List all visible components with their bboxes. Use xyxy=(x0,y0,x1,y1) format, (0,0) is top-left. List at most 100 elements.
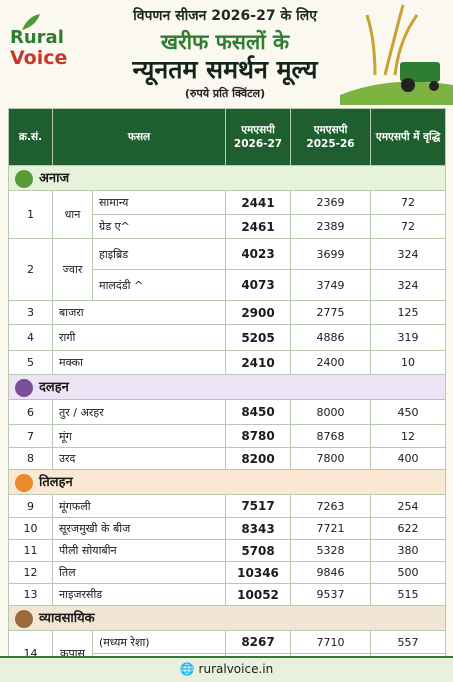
serial-cell: 10 xyxy=(8,517,53,540)
data-row: 1धानसामान्य24412369723.04 xyxy=(8,190,447,239)
section-name: अनाज xyxy=(39,171,70,187)
footer: 🌐 ruralvoice.in xyxy=(0,656,453,682)
section-icon xyxy=(15,169,33,188)
section-row: तिलहन xyxy=(7,469,447,495)
header-text: एमएसपी में वृद्धि xyxy=(375,131,441,143)
variety-cell: हाइब्रिड xyxy=(91,238,227,270)
serial-cell: 4 xyxy=(8,324,53,351)
value-cell: 515 xyxy=(370,583,447,606)
value-cell: 324 xyxy=(370,269,447,301)
section-name: दलहन xyxy=(39,380,69,396)
data-row: 11पीली सोयाबीन570853283807.13 xyxy=(8,539,447,562)
field xyxy=(340,81,453,105)
value-cell: 3699 xyxy=(290,238,372,270)
serial-cell: 8 xyxy=(8,447,53,470)
header-art xyxy=(22,4,453,105)
section-icon xyxy=(15,609,33,628)
value-cell: 2900 xyxy=(225,300,292,325)
data-row: ग्रेड ए^24612389723.01 xyxy=(9,214,447,239)
variety-cell: (मध्यम रेशा) xyxy=(91,630,227,654)
value-cell: 8200 xyxy=(225,447,292,470)
data-row: 4रागी520548863196.53 xyxy=(8,324,447,351)
header-text: 2025-26 xyxy=(306,138,355,150)
serial-cell: 11 xyxy=(8,539,53,562)
data-row: 6तुर / अरहर845080004505.63 xyxy=(8,399,447,425)
data-row: 10सूरजमुखी के बीज834377216228.06 xyxy=(8,517,447,540)
section-cell: दलहन xyxy=(7,374,447,400)
crop-cell: धान xyxy=(52,190,93,239)
value-cell: 9537 xyxy=(290,583,372,606)
data-row: 13नाइजरसीड1005295375155.40 xyxy=(8,583,447,606)
value-cell: 8450 xyxy=(225,399,292,425)
value-cell: 8343 xyxy=(225,517,292,540)
serial-cell: 1 xyxy=(8,190,53,239)
value-cell: 7263 xyxy=(290,494,372,518)
value-cell: 2461 xyxy=(225,214,292,239)
value-cell: 8780 xyxy=(225,424,292,448)
value-cell: 5205 xyxy=(225,324,292,351)
value-cell: 557 xyxy=(370,630,447,654)
title: न्यूनतम समर्थन मूल्य xyxy=(132,55,318,84)
header: Rural Voice विपणन सीजन 2026-27 के लिए खर… xyxy=(0,0,453,106)
column-header: एमएसपी 2025-26 xyxy=(290,108,372,166)
crop-cell: मक्का xyxy=(51,350,227,375)
value-cell: 2369 xyxy=(290,190,372,215)
header-text: एमएसपी xyxy=(313,124,348,136)
value-cell: 10052 xyxy=(225,583,292,606)
section-cell: तिलहन xyxy=(7,469,447,495)
value-cell: 8267 xyxy=(225,630,292,654)
value-cell: 400 xyxy=(370,447,447,470)
value-cell: 7710 xyxy=(290,630,372,654)
column-header: क्र.सं. xyxy=(8,108,53,166)
value-cell: 254 xyxy=(370,494,447,518)
value-cell: 380 xyxy=(370,539,447,562)
title-line: खरीफ फसलों के xyxy=(160,30,290,54)
section-name: व्यावसायिक xyxy=(39,611,95,627)
section-row: अनाज xyxy=(7,165,447,191)
value-cell: 125 xyxy=(370,300,447,325)
value-cell: 4886 xyxy=(290,324,372,351)
data-row: 12तिल1034698465005.08 xyxy=(8,561,447,584)
tractor-wheel xyxy=(401,78,415,92)
value-cell: 4023 xyxy=(225,238,292,270)
value-cell: 72 xyxy=(370,214,447,239)
crop-cell: मूंग xyxy=(51,424,227,448)
data-row: 2ज्वारहाइब्रिड402336993248.76 xyxy=(8,238,447,301)
crop-cell: तुर / अरहर xyxy=(51,399,227,425)
serial-cell: 5 xyxy=(8,350,53,375)
value-cell: 4073 xyxy=(225,269,292,301)
crop-cell: रागी xyxy=(51,324,227,351)
crop-cell: बाजरा xyxy=(51,300,227,325)
column-header: एमएसपी 2026-27 xyxy=(225,108,292,166)
leaf-icon xyxy=(22,14,40,30)
logo-text: Voice xyxy=(10,47,68,69)
serial-cell: 2 xyxy=(8,238,53,301)
data-row: 7मूंग87808768120.14 xyxy=(8,424,447,448)
section-cell: व्यावसायिक xyxy=(7,605,447,631)
section-icon xyxy=(15,473,33,492)
header-text: क्र.सं. xyxy=(18,131,43,143)
data-row: 9मूंगफली751772632543.50 xyxy=(8,494,447,518)
value-cell: 2400 xyxy=(290,350,372,375)
crop-cell: मूंगफली xyxy=(51,494,227,518)
value-cell: 3749 xyxy=(290,269,372,301)
column-header: एमएसपी में वृद्धि xyxy=(370,108,447,166)
msp-table: क्र.सं. फसल एमएसपी 2026-27 एमएसपी 2025-26 एमएस… xyxy=(7,108,447,677)
crop-cell: ज्वार xyxy=(52,238,93,301)
serial-cell: 3 xyxy=(8,300,53,325)
data-row: 5मक्का24102400100.42 xyxy=(8,350,447,375)
logo: Rural Voice xyxy=(10,27,68,69)
crop-cell: सूरजमुखी के बीज xyxy=(51,517,227,540)
serial-cell: 13 xyxy=(8,583,53,606)
value-cell: 10346 xyxy=(225,561,292,584)
value-cell: 8768 xyxy=(290,424,372,448)
section-row: व्यावसायिक xyxy=(7,605,447,631)
website: ruralvoice.in xyxy=(198,662,274,676)
value-cell: 10 xyxy=(370,350,447,375)
value-cell: 450 xyxy=(370,399,447,425)
logo-text: Rural xyxy=(10,27,64,48)
value-cell: 622 xyxy=(370,517,447,540)
subtitle: (रुपये प्रति क्विंटल) xyxy=(184,87,266,100)
tractor-wheel xyxy=(429,81,439,91)
